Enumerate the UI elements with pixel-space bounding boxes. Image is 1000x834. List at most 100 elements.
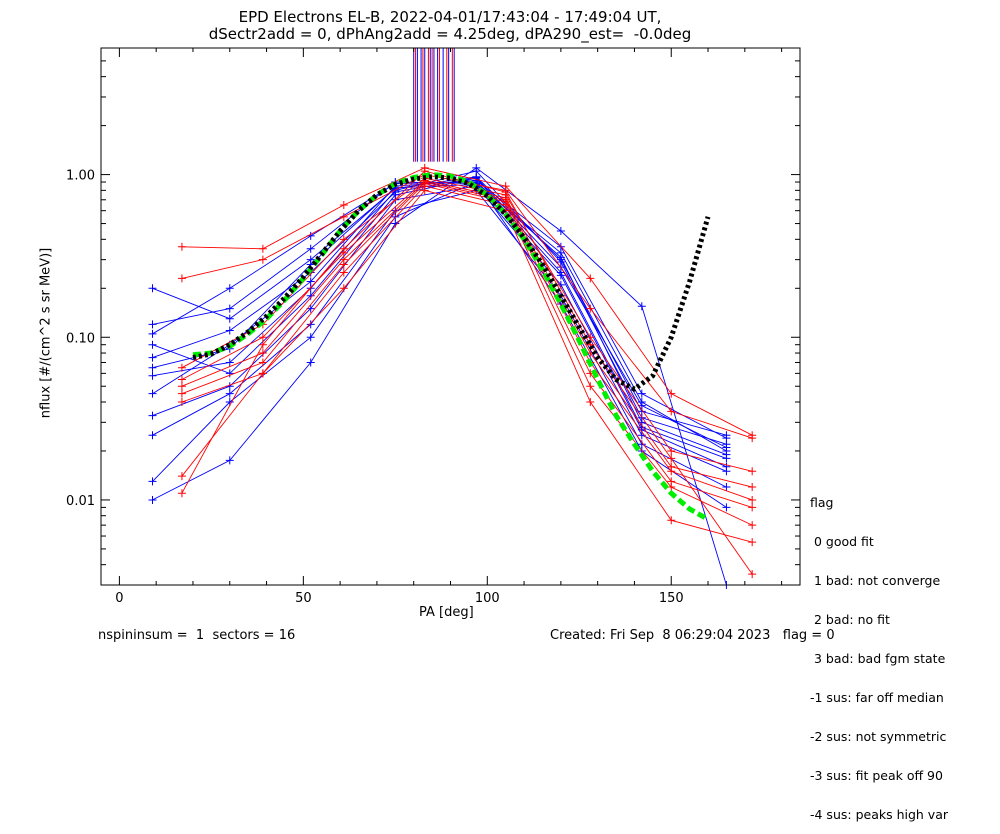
legend-item: -4 sus: peaks high var xyxy=(810,807,949,822)
series-3-point xyxy=(225,358,234,367)
series-18-point xyxy=(177,489,186,498)
series-4-point xyxy=(637,389,646,398)
series-8-point xyxy=(148,495,157,504)
series-1-line xyxy=(152,181,727,452)
series-4-point xyxy=(306,277,315,286)
series-1-point xyxy=(148,320,157,329)
legend-item: 1 bad: not converge xyxy=(810,573,941,588)
series-20-point xyxy=(667,477,676,486)
series-9-point xyxy=(225,326,234,335)
series-18-point xyxy=(748,570,757,579)
series-8-line xyxy=(152,167,727,586)
series-7-point xyxy=(148,477,157,486)
series-3-point xyxy=(148,371,157,380)
series-8-point xyxy=(472,163,481,172)
series-20-point xyxy=(258,358,267,367)
x-tick-label: 50 xyxy=(295,591,312,606)
legend-item: -1 sus: far off median xyxy=(810,690,944,705)
series-13-point xyxy=(667,407,676,416)
series-13-point xyxy=(748,434,757,443)
series-10-point xyxy=(148,329,157,338)
series-14-line xyxy=(181,177,753,472)
series-20-point xyxy=(177,389,186,398)
x-axis-label: PA [deg] xyxy=(419,605,474,620)
legend-item: 3 bad: bad fgm state xyxy=(810,651,946,666)
legend-item: 2 bad: no fit xyxy=(810,612,890,627)
series-19-point xyxy=(748,483,757,492)
series-17-point xyxy=(258,369,267,378)
series-6-point xyxy=(306,320,315,329)
series-6-point xyxy=(722,483,731,492)
plot-frame xyxy=(100,47,801,586)
series-2-line xyxy=(152,177,727,459)
series-8-point xyxy=(225,456,234,465)
series-0-point xyxy=(148,284,157,293)
series-4-point xyxy=(722,434,731,443)
series-6-point xyxy=(225,389,234,398)
series-13-point xyxy=(258,255,267,264)
series-14-point xyxy=(748,467,757,476)
footer-left: nspininsum = 1 sectors = 16 xyxy=(98,628,296,643)
series-7-line xyxy=(152,181,727,508)
footer-right: Created: Fri Sep 8 06:29:04 2023 flag = … xyxy=(550,628,835,643)
series-15-line xyxy=(181,181,753,501)
series-20-point xyxy=(748,503,757,512)
vertical-markers-layer xyxy=(413,48,455,162)
series-14-point xyxy=(667,446,676,455)
y-tick-label: 0.10 xyxy=(66,331,95,346)
series-18-point xyxy=(667,454,676,463)
series-19-point xyxy=(258,333,267,342)
series-6-point xyxy=(148,431,157,440)
series-1-point xyxy=(225,304,234,313)
x-tick-label: 0 xyxy=(115,591,123,606)
series-11-point xyxy=(148,363,157,372)
series-2-point xyxy=(225,369,234,378)
y-tick-label: 0.01 xyxy=(66,494,95,509)
series-10-point xyxy=(556,253,565,262)
series-12-point xyxy=(258,244,267,253)
series-10-point xyxy=(722,450,731,459)
series-13-point xyxy=(339,212,348,221)
series-16-point xyxy=(586,382,595,391)
y-tick-label: 1.00 xyxy=(66,169,95,184)
legend-title: flag xyxy=(810,495,834,510)
chart-canvas: 0 50 100 150 0.01 0.10 1.00 xyxy=(66,47,801,606)
series-2-point xyxy=(148,340,157,349)
x-tick-label: 150 xyxy=(659,591,684,606)
series-10-point xyxy=(225,284,234,293)
series-16-line xyxy=(181,185,753,526)
series-17-point xyxy=(339,284,348,293)
fit-curves-layer xyxy=(192,172,711,522)
series-9-point xyxy=(722,443,731,452)
series-19-point xyxy=(339,248,348,257)
series-12-point xyxy=(586,274,595,283)
series-5-line xyxy=(152,185,727,472)
series-16-point xyxy=(748,521,757,530)
series-8-point xyxy=(306,358,315,367)
series-6-line xyxy=(152,189,727,488)
series-17-point xyxy=(667,516,676,525)
series-19-point xyxy=(667,462,676,471)
series-12-line xyxy=(181,167,753,436)
y-axis-label: nflux [#/(cm^2 s sr MeV)] xyxy=(38,247,54,419)
series-12-point xyxy=(667,389,676,398)
series-1-point xyxy=(306,244,315,253)
flag-legend: flag 0 good fit 1 bad: not converge 2 ba… xyxy=(810,470,948,834)
series-8-point xyxy=(556,227,565,236)
series-8-point xyxy=(637,302,646,311)
series-4-point xyxy=(148,389,157,398)
series-19-point xyxy=(177,375,186,384)
series-15-point xyxy=(748,495,757,504)
series-13-line xyxy=(181,174,753,439)
series-17-point xyxy=(177,472,186,481)
series-20-point xyxy=(339,260,348,269)
series-5-point xyxy=(306,304,315,313)
series-18-point xyxy=(258,340,267,349)
series-17-line xyxy=(181,189,753,543)
series-14-point xyxy=(177,363,186,372)
chart-title-line1: EPD Electrons EL-B, 2022-04-01/17:43:04 … xyxy=(238,8,662,26)
chart-title-line2: dSectr2add = 0, dPhAng2add = 4.25deg, dP… xyxy=(208,25,692,43)
series-7-point xyxy=(722,503,731,512)
legend-item: 0 good fit xyxy=(810,534,874,549)
data-layer xyxy=(148,163,757,589)
